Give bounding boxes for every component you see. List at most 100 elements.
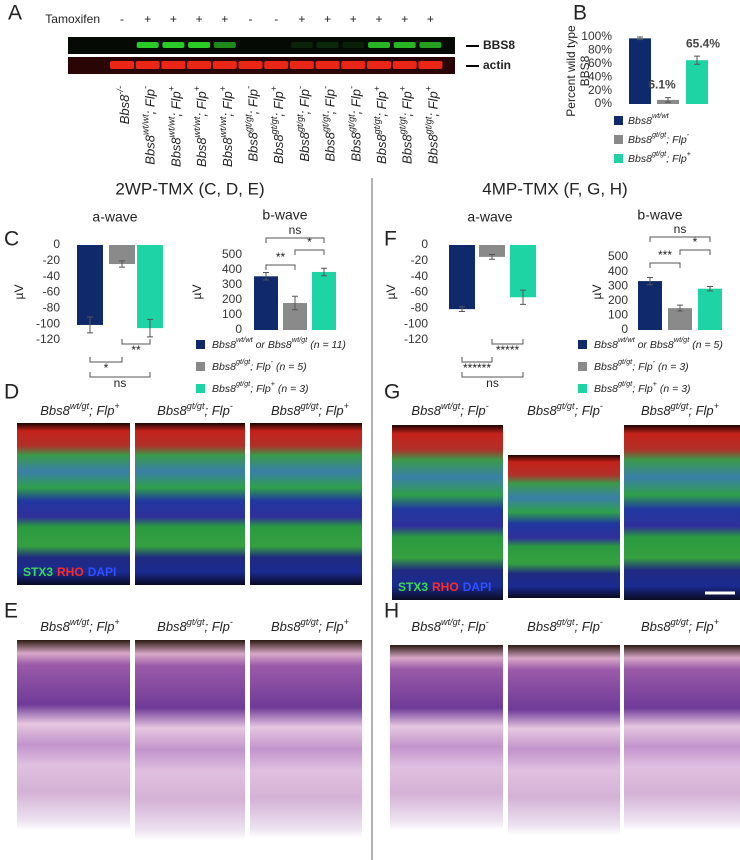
error-bar [263, 272, 269, 281]
y-tick-label: 0 [53, 237, 60, 251]
bar [254, 276, 278, 330]
significance-label: *** [658, 248, 672, 262]
significance-label: * [307, 235, 312, 249]
micrograph [17, 423, 130, 585]
lane-label: Bbs8gt/gt; Flp- [347, 86, 364, 162]
y-tick-label: -100 [404, 316, 428, 330]
error-bar [677, 304, 683, 312]
y-tick-label: -120 [36, 332, 60, 346]
panel-label: D [4, 381, 19, 404]
legend-label: Bbs8wt/wt [628, 111, 670, 126]
stain-label: RHO [432, 580, 459, 594]
y-axis-label: BBS8 [578, 55, 592, 86]
significance-bracket [265, 264, 296, 270]
legend-label: Bbs8gt/gt; Flp- [628, 130, 690, 145]
y-tick-label: 40% [588, 69, 612, 83]
micrograph [135, 423, 245, 585]
lane-label: Bbs8wt/wt; Flp+ [167, 86, 184, 167]
bar [698, 288, 722, 330]
micrograph [508, 645, 620, 835]
significance-label: * [104, 361, 109, 375]
value-label: 6.1% [648, 78, 676, 92]
micrograph-title: Bbs8gt/gt; Flp- [157, 401, 233, 418]
treatment-sign: + [221, 12, 228, 26]
y-tick-label: -40 [43, 269, 61, 283]
panel-label: B [573, 2, 587, 25]
micrograph [250, 423, 362, 585]
significance-label: ns [486, 376, 499, 390]
significance-bracket [265, 237, 325, 243]
section-title: 4MP-TMX (F, G, H) [482, 179, 627, 198]
blot-band [238, 61, 263, 69]
lane-label: Bbs8gt/gt; Flp+ [424, 86, 441, 164]
micrograph-title: Bbs8gt/gt; Flp+ [641, 401, 719, 418]
legend-label: Bbs8gt/gt; Flp+ (n = 3) [212, 379, 309, 394]
significance-label: ****** [463, 361, 491, 375]
y-tick-label: 300 [222, 277, 242, 291]
lane-label: Bbs8gt/gt; Flp+ [398, 86, 415, 164]
legend-label: Bbs8gt/gt; Flp- (n = 3) [594, 357, 689, 372]
significance-label: ***** [496, 343, 520, 357]
error-bar [489, 254, 495, 260]
bar [449, 245, 475, 310]
blot-band [418, 61, 443, 69]
y-tick-label: 500 [222, 247, 242, 261]
error-bar [520, 289, 526, 305]
y-tick-label: 100% [581, 29, 612, 43]
y-axis-label: Percent wild type [564, 25, 578, 117]
blot-band [315, 61, 340, 69]
y-tick-label: -100 [36, 316, 60, 330]
micrograph-title: Bbs8gt/gt; Flp- [157, 617, 233, 634]
micrograph [508, 455, 620, 598]
y-tick-label: 200 [608, 293, 628, 307]
blot-band [162, 42, 185, 48]
blot-band [419, 42, 442, 48]
y-tick-label: 300 [608, 278, 628, 292]
blot-band [213, 42, 236, 48]
y-tick-label: 100 [608, 308, 628, 322]
panel-label: C [4, 228, 19, 251]
y-tick-label: -20 [411, 253, 429, 267]
blot-band [135, 61, 160, 69]
significance-label: ** [276, 250, 286, 264]
micrograph [135, 640, 245, 840]
error-bar [292, 295, 298, 311]
legend-swatch [196, 384, 205, 393]
micrograph [390, 645, 503, 830]
y-tick-label: 60% [588, 56, 612, 70]
y-tick-label: 500 [608, 249, 628, 263]
bar [686, 60, 708, 104]
value-label: 65.4% [686, 36, 720, 50]
legend-label: Bbs8gt/gt; Flp+ [628, 149, 692, 164]
y-tick-label: -20 [43, 253, 61, 267]
legend-label: Bbs8wt/wt or Bbs8wt/gt (n = 11) [212, 335, 346, 350]
micrograph [392, 425, 503, 600]
significance-label: ns [114, 376, 127, 390]
stain-label: RHO [57, 565, 84, 579]
y-axis-label: µV [384, 285, 398, 300]
blot-band [393, 42, 416, 48]
blot-band [264, 61, 289, 69]
chart-title: b-wave [637, 207, 682, 223]
lane-label: Bbs8gt/gt; Flp+ [372, 86, 389, 164]
treatment-sign: + [144, 12, 151, 26]
treatment-sign: + [401, 12, 408, 26]
significance-bracket [461, 372, 524, 378]
y-tick-label: 200 [222, 292, 242, 306]
significance-bracket [121, 339, 151, 345]
significance-bracket [491, 339, 524, 345]
micrograph-title: Bbs8wt/gt; Flp+ [40, 401, 119, 418]
section-title: 2WP-TMX (C, D, E) [115, 179, 264, 198]
bar [77, 245, 103, 325]
significance-label: ns [289, 223, 302, 237]
significance-bracket [461, 357, 493, 363]
error-bar [147, 318, 153, 338]
blot-band [110, 61, 134, 69]
band-label: actin [483, 58, 511, 72]
lane-label: Bbs8gt/gt; Flp- [244, 86, 261, 162]
micrograph [17, 640, 130, 830]
lane-label: Bbs8gt/gt; Flp- [321, 86, 338, 162]
legend-swatch [578, 340, 587, 349]
error-bar [707, 285, 713, 292]
bar [109, 245, 135, 264]
